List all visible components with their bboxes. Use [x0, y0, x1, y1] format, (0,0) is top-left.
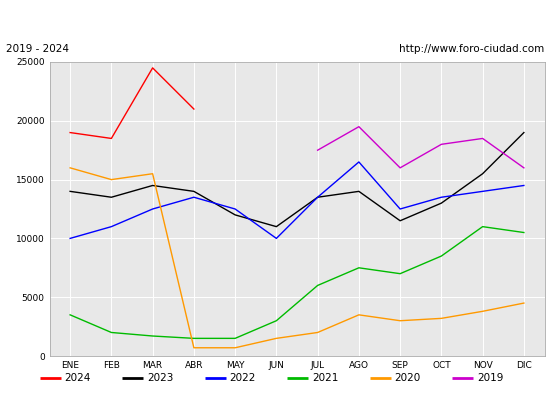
Text: 2024: 2024 [65, 373, 91, 383]
Text: 2022: 2022 [230, 373, 256, 383]
Text: 2019 - 2024: 2019 - 2024 [6, 44, 69, 54]
Text: 2021: 2021 [312, 373, 338, 383]
Text: 2020: 2020 [395, 373, 421, 383]
Text: 2019: 2019 [477, 373, 503, 383]
Text: 2023: 2023 [147, 373, 173, 383]
Text: http://www.foro-ciudad.com: http://www.foro-ciudad.com [399, 44, 544, 54]
Text: Evolucion Nº Turistas Extranjeros en el municipio de San Miguel de Abona: Evolucion Nº Turistas Extranjeros en el … [30, 12, 520, 24]
